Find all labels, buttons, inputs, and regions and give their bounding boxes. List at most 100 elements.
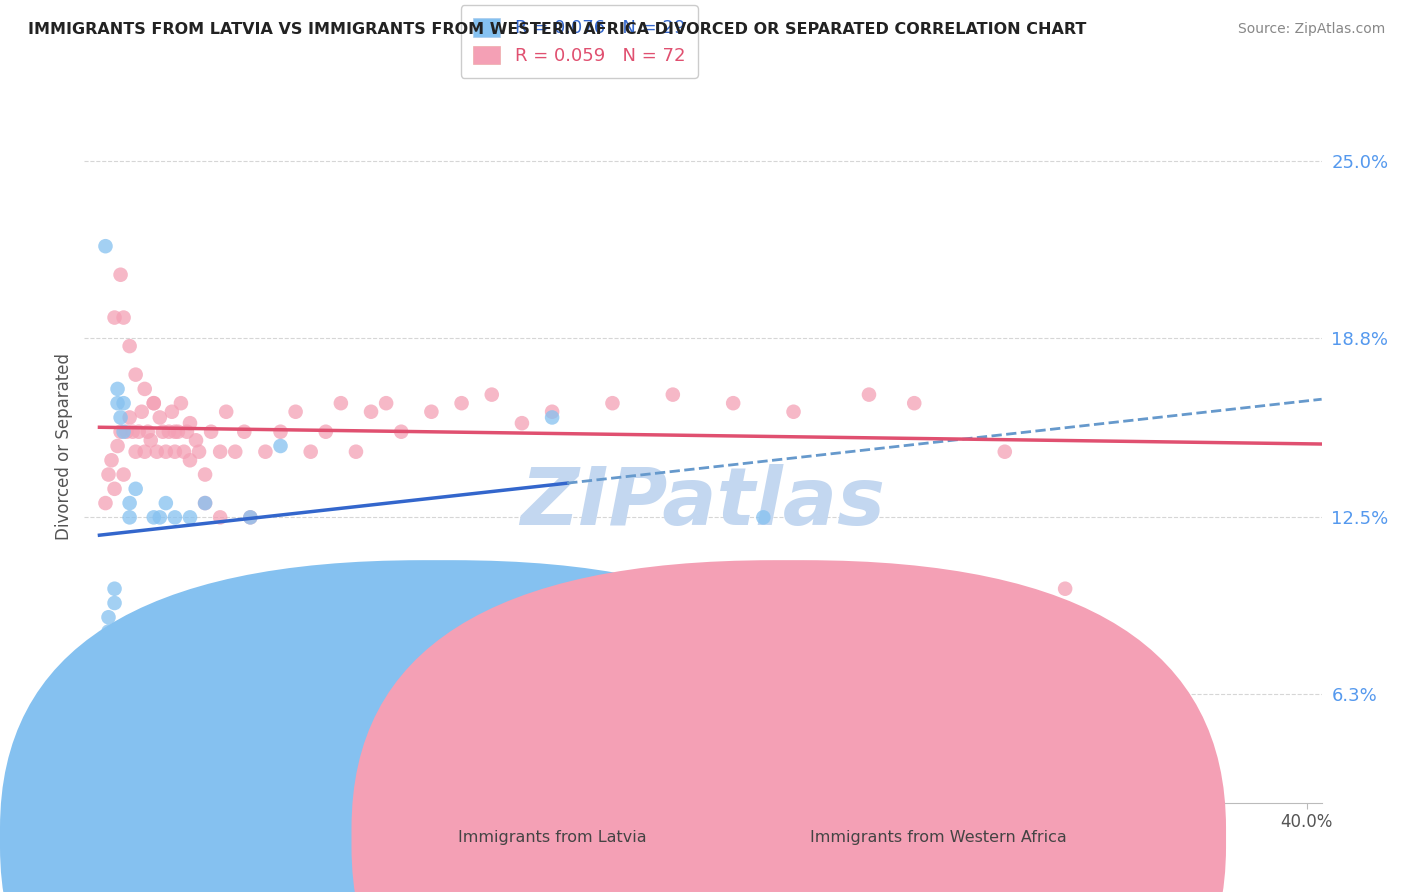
Point [103, 582, 125, 596]
Point [344, 444, 367, 458]
Point [510, 416, 533, 430]
Point [142, 396, 165, 410]
Point [420, 405, 443, 419]
Point [124, 368, 146, 382]
Point [481, 387, 503, 401]
Point [107, 396, 129, 410]
Point [100, 639, 122, 653]
Point [157, 425, 180, 439]
Point [209, 510, 232, 524]
Point [97, 624, 120, 639]
Point [139, 434, 162, 448]
Point [179, 510, 201, 524]
Point [97, 467, 120, 482]
Point [146, 444, 169, 458]
Point [721, 396, 744, 410]
Point [179, 416, 201, 430]
Point [194, 496, 217, 510]
Point [149, 510, 172, 524]
Point [110, 425, 132, 439]
Point [110, 410, 132, 425]
Point [115, 710, 138, 724]
Point [134, 653, 156, 667]
Point [752, 510, 775, 524]
Point [134, 382, 156, 396]
Point [375, 396, 398, 410]
Point [994, 444, 1017, 458]
Point [541, 405, 564, 419]
Point [541, 410, 564, 425]
Point [284, 405, 307, 419]
Point [155, 496, 177, 510]
Point [97, 610, 120, 624]
Point [360, 405, 382, 419]
Point [124, 444, 146, 458]
Point [188, 444, 211, 458]
Point [152, 425, 174, 439]
Point [128, 681, 150, 696]
Point [170, 396, 193, 410]
Point [103, 310, 125, 325]
Point [142, 510, 165, 524]
Text: Immigrants from Latvia: Immigrants from Latvia [458, 830, 647, 845]
Point [184, 434, 207, 448]
Point [224, 444, 246, 458]
Point [100, 653, 122, 667]
Point [103, 482, 125, 496]
Point [179, 453, 201, 467]
Point [315, 425, 337, 439]
Point [110, 268, 132, 282]
Point [270, 439, 292, 453]
Point [94, 496, 117, 510]
Point [450, 396, 472, 410]
Point [1054, 582, 1077, 596]
Point [194, 496, 217, 510]
Point [173, 444, 195, 458]
Point [254, 444, 277, 458]
Y-axis label: Divorced or Separated: Divorced or Separated [55, 352, 73, 540]
Point [215, 405, 238, 419]
Point [160, 405, 183, 419]
Point [194, 467, 217, 482]
Point [94, 239, 117, 253]
Point [239, 510, 262, 524]
Point [112, 425, 135, 439]
Point [118, 339, 141, 353]
Text: Immigrants from Western Africa: Immigrants from Western Africa [810, 830, 1067, 845]
Point [209, 444, 232, 458]
Point [115, 425, 138, 439]
Point [270, 425, 292, 439]
Point [149, 410, 172, 425]
Point [107, 439, 129, 453]
Point [112, 396, 135, 410]
Point [389, 425, 412, 439]
Point [142, 396, 165, 410]
Point [124, 482, 146, 496]
Point [163, 510, 186, 524]
Point [176, 425, 198, 439]
Point [163, 425, 186, 439]
Point [233, 425, 256, 439]
Point [782, 405, 804, 419]
Point [118, 496, 141, 510]
Text: Source: ZipAtlas.com: Source: ZipAtlas.com [1237, 22, 1385, 37]
Point [200, 425, 222, 439]
Legend: R = 0.076   N = 29, R = 0.059   N = 72: R = 0.076 N = 29, R = 0.059 N = 72 [461, 5, 697, 78]
Point [163, 444, 186, 458]
Point [107, 382, 129, 396]
Point [118, 410, 141, 425]
Point [118, 510, 141, 524]
Point [131, 405, 153, 419]
Point [112, 467, 135, 482]
Point [662, 387, 685, 401]
Point [167, 425, 190, 439]
Point [239, 510, 262, 524]
Point [121, 425, 143, 439]
Point [329, 396, 352, 410]
Point [136, 425, 159, 439]
Point [858, 387, 880, 401]
Point [128, 425, 150, 439]
Text: IMMIGRANTS FROM LATVIA VS IMMIGRANTS FROM WESTERN AFRICA DIVORCED OR SEPARATED C: IMMIGRANTS FROM LATVIA VS IMMIGRANTS FRO… [28, 22, 1087, 37]
Point [134, 444, 156, 458]
Point [100, 453, 122, 467]
